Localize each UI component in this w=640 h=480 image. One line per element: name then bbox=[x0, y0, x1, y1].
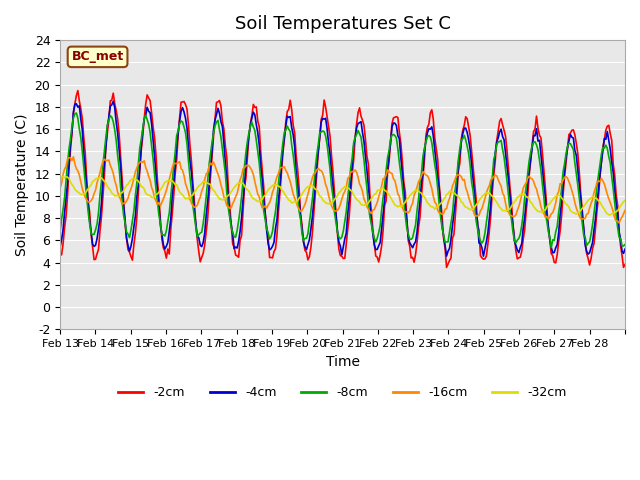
Y-axis label: Soil Temperature (C): Soil Temperature (C) bbox=[15, 113, 29, 256]
-16cm bbox=[77, 179, 84, 185]
-32cm bbox=[621, 198, 629, 204]
Line: -2cm: -2cm bbox=[60, 91, 625, 267]
-32cm bbox=[545, 202, 552, 207]
-4cm bbox=[56, 244, 64, 250]
-32cm bbox=[77, 192, 84, 197]
-2cm bbox=[348, 172, 356, 178]
-2cm bbox=[621, 262, 629, 267]
-2cm bbox=[462, 114, 470, 120]
-8cm bbox=[545, 228, 552, 234]
Line: -4cm: -4cm bbox=[60, 101, 625, 256]
-16cm bbox=[56, 185, 64, 191]
-8cm bbox=[547, 245, 555, 251]
-32cm bbox=[348, 189, 356, 194]
-4cm bbox=[348, 163, 356, 168]
-32cm bbox=[620, 199, 627, 204]
-8cm bbox=[621, 241, 629, 247]
-32cm bbox=[605, 212, 612, 218]
-4cm bbox=[109, 98, 117, 104]
-2cm bbox=[95, 247, 102, 252]
-2cm bbox=[74, 88, 82, 94]
Title: Soil Temperatures Set C: Soil Temperatures Set C bbox=[235, 15, 451, 33]
-8cm bbox=[620, 243, 627, 249]
-4cm bbox=[460, 125, 468, 131]
-8cm bbox=[56, 228, 64, 234]
-2cm bbox=[56, 252, 64, 258]
-16cm bbox=[545, 216, 552, 222]
-32cm bbox=[460, 203, 468, 209]
-4cm bbox=[621, 246, 629, 252]
-2cm bbox=[443, 264, 451, 270]
X-axis label: Time: Time bbox=[326, 355, 360, 369]
-8cm bbox=[460, 132, 468, 138]
-16cm bbox=[621, 207, 629, 213]
-4cm bbox=[546, 237, 554, 242]
-8cm bbox=[77, 135, 84, 141]
-8cm bbox=[95, 210, 102, 216]
-2cm bbox=[620, 264, 627, 270]
-4cm bbox=[479, 253, 487, 259]
-32cm bbox=[95, 176, 102, 181]
-32cm bbox=[60, 174, 67, 180]
-2cm bbox=[77, 106, 84, 112]
Legend: -2cm, -4cm, -8cm, -16cm, -32cm: -2cm, -4cm, -8cm, -16cm, -32cm bbox=[113, 381, 572, 404]
Line: -16cm: -16cm bbox=[60, 157, 625, 223]
Line: -32cm: -32cm bbox=[60, 177, 625, 215]
-4cm bbox=[93, 236, 101, 242]
Line: -8cm: -8cm bbox=[60, 113, 625, 248]
-8cm bbox=[72, 110, 80, 116]
-16cm bbox=[620, 211, 627, 216]
-4cm bbox=[76, 103, 83, 108]
-4cm bbox=[620, 251, 627, 256]
-16cm bbox=[460, 177, 468, 182]
-8cm bbox=[348, 156, 356, 161]
-16cm bbox=[95, 175, 102, 181]
-32cm bbox=[56, 174, 64, 180]
-2cm bbox=[546, 237, 554, 242]
Text: BC_met: BC_met bbox=[72, 50, 124, 63]
-16cm bbox=[615, 220, 623, 226]
-16cm bbox=[348, 168, 356, 174]
-16cm bbox=[70, 154, 77, 160]
